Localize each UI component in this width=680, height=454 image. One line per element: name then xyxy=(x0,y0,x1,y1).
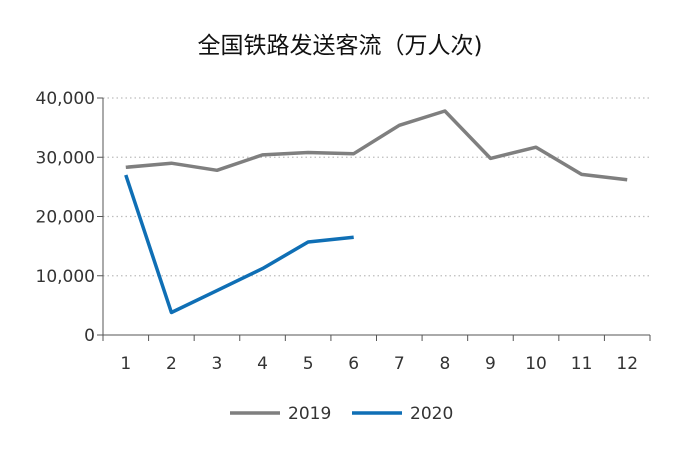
x-tick-label: 5 xyxy=(303,354,314,374)
chart-title: 全国铁路发送客流（万人次) xyxy=(197,33,483,59)
x-tick-label: 8 xyxy=(439,354,450,374)
y-tick-label: 40,000 xyxy=(36,89,95,109)
x-tick-label: 10 xyxy=(525,354,547,374)
x-tick-label: 9 xyxy=(485,354,496,374)
legend-label-2019: 2019 xyxy=(288,404,331,424)
x-tick-label: 11 xyxy=(571,354,593,374)
legend-label-2020: 2020 xyxy=(410,404,453,424)
y-tick-label: 20,000 xyxy=(36,208,95,228)
series-line-2019 xyxy=(125,109,628,182)
y-tick-label: 10,000 xyxy=(36,267,95,287)
x-tick-label: 1 xyxy=(120,354,131,374)
x-tick-label: 2 xyxy=(166,354,177,374)
x-tick-label: 4 xyxy=(257,354,268,374)
y-tick-label: 30,000 xyxy=(36,148,95,168)
series-line-2020 xyxy=(124,174,354,315)
x-tick-label: 6 xyxy=(348,354,359,374)
x-tick-label: 3 xyxy=(212,354,223,374)
y-tick-label: 0 xyxy=(84,326,95,346)
x-tick-label: 7 xyxy=(394,354,405,374)
x-tick-label: 12 xyxy=(616,354,638,374)
